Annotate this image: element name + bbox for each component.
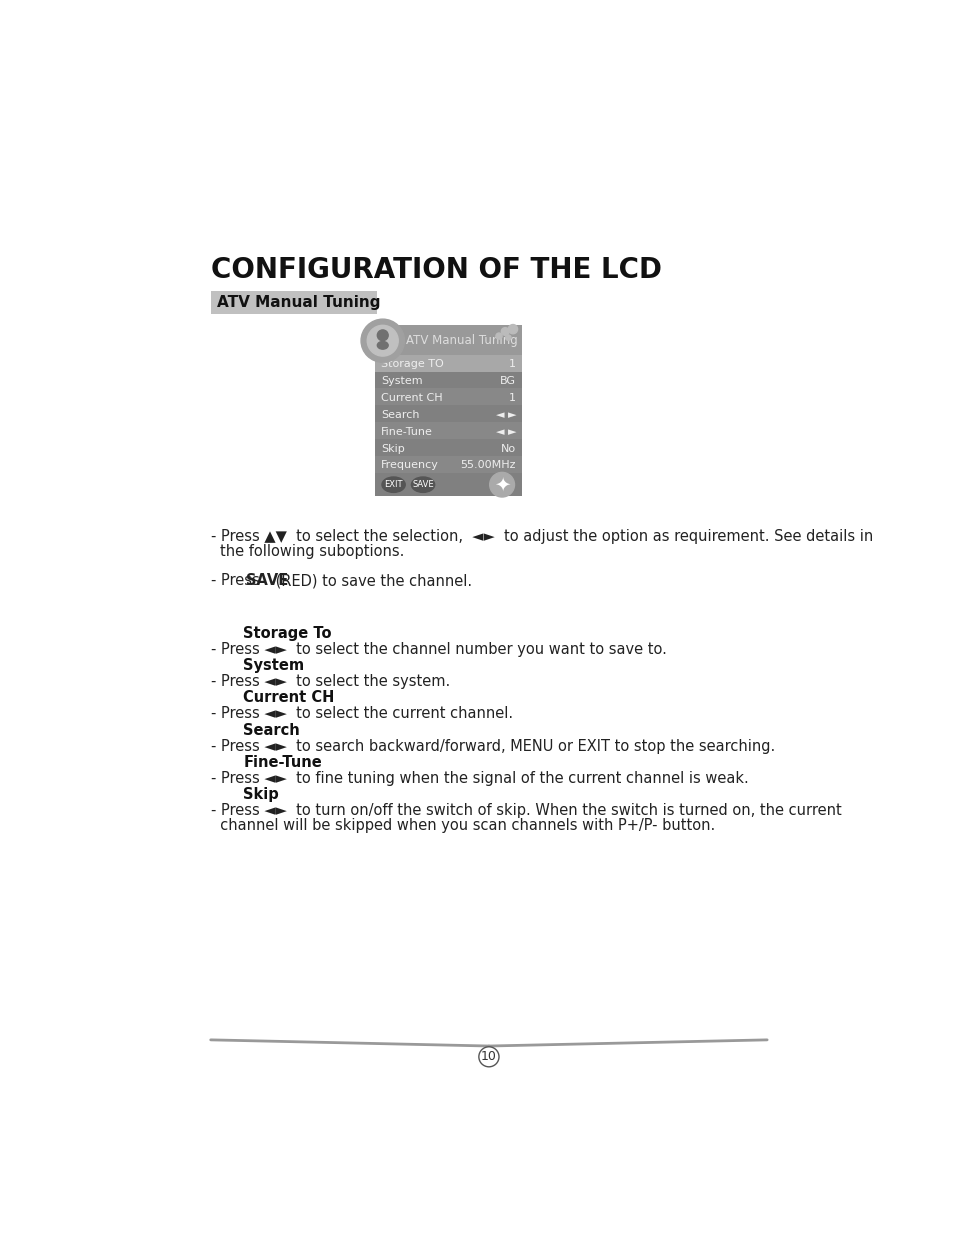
Circle shape xyxy=(505,335,511,341)
Text: - Press ◄►  to fine tuning when the signal of the current channel is weak.: - Press ◄► to fine tuning when the signa… xyxy=(211,771,748,787)
FancyBboxPatch shape xyxy=(375,440,521,456)
Text: - Press ◄►  to select the channel number you want to save to.: - Press ◄► to select the channel number … xyxy=(211,642,666,657)
Text: ATV Manual Tuning: ATV Manual Tuning xyxy=(216,295,380,310)
Circle shape xyxy=(360,319,404,362)
Text: Storage To: Storage To xyxy=(243,626,332,641)
Text: ◄ ►: ◄ ► xyxy=(495,410,516,420)
Text: ATV Manual Tuning: ATV Manual Tuning xyxy=(406,335,517,347)
Text: Fine-Tune: Fine-Tune xyxy=(381,426,433,436)
FancyBboxPatch shape xyxy=(375,473,521,496)
Text: channel will be skipped when you scan channels with P+/P- button.: channel will be skipped when you scan ch… xyxy=(211,818,714,834)
Text: CONFIGURATION OF THE LCD: CONFIGURATION OF THE LCD xyxy=(211,256,661,284)
Circle shape xyxy=(489,472,514,496)
Text: - Press ◄►  to turn on/off the switch of skip. When the switch is turned on, the: - Press ◄► to turn on/off the switch of … xyxy=(211,804,841,819)
Text: Skip: Skip xyxy=(381,443,404,453)
Ellipse shape xyxy=(381,477,405,493)
Text: ◄ ►: ◄ ► xyxy=(495,426,516,436)
Text: EXIT: EXIT xyxy=(384,480,402,489)
Circle shape xyxy=(377,330,388,341)
Text: (RED) to save the channel.: (RED) to save the channel. xyxy=(271,573,472,588)
Text: Skip: Skip xyxy=(243,787,278,803)
Text: Storage TO: Storage TO xyxy=(381,359,443,369)
Text: - Press ◄►  to select the system.: - Press ◄► to select the system. xyxy=(211,674,450,689)
Text: Frequency: Frequency xyxy=(381,461,438,471)
Text: the following suboptions.: the following suboptions. xyxy=(220,543,404,559)
Circle shape xyxy=(478,1047,498,1067)
Text: No: No xyxy=(500,443,516,453)
FancyBboxPatch shape xyxy=(375,389,521,405)
Text: System: System xyxy=(381,375,422,385)
Circle shape xyxy=(500,327,509,336)
Text: 55.00MHz: 55.00MHz xyxy=(460,461,516,471)
Text: 1: 1 xyxy=(509,359,516,369)
Text: Search: Search xyxy=(381,410,419,420)
Text: Current CH: Current CH xyxy=(243,690,335,705)
FancyBboxPatch shape xyxy=(211,290,377,314)
Text: ✦: ✦ xyxy=(494,475,510,494)
Text: System: System xyxy=(243,658,304,673)
FancyBboxPatch shape xyxy=(375,422,521,440)
Text: 1: 1 xyxy=(509,393,516,403)
Text: - Press ◄►  to search backward/forward, MENU or EXIT to stop the searching.: - Press ◄► to search backward/forward, M… xyxy=(211,739,774,753)
Ellipse shape xyxy=(411,477,435,493)
Circle shape xyxy=(496,333,501,340)
Text: SAVE: SAVE xyxy=(412,480,434,489)
Text: 10: 10 xyxy=(480,1050,497,1063)
Text: BG: BG xyxy=(499,375,516,385)
Text: Current CH: Current CH xyxy=(381,393,442,403)
Text: Fine-Tune: Fine-Tune xyxy=(243,755,322,769)
FancyBboxPatch shape xyxy=(375,372,521,389)
Text: - Press ▲▼  to select the selection,  ◄►  to adjust the option as requirement. S: - Press ▲▼ to select the selection, ◄► t… xyxy=(211,530,872,545)
Circle shape xyxy=(508,325,517,333)
FancyBboxPatch shape xyxy=(375,325,521,496)
Text: Search: Search xyxy=(243,722,299,737)
Circle shape xyxy=(367,325,397,356)
Ellipse shape xyxy=(377,341,388,350)
FancyBboxPatch shape xyxy=(375,456,521,473)
FancyBboxPatch shape xyxy=(375,354,521,372)
Text: SAVE: SAVE xyxy=(246,573,289,588)
FancyBboxPatch shape xyxy=(375,405,521,422)
Text: - Press ◄►  to select the current channel.: - Press ◄► to select the current channel… xyxy=(211,706,513,721)
FancyBboxPatch shape xyxy=(375,325,521,354)
Text: - Press: - Press xyxy=(211,573,264,588)
